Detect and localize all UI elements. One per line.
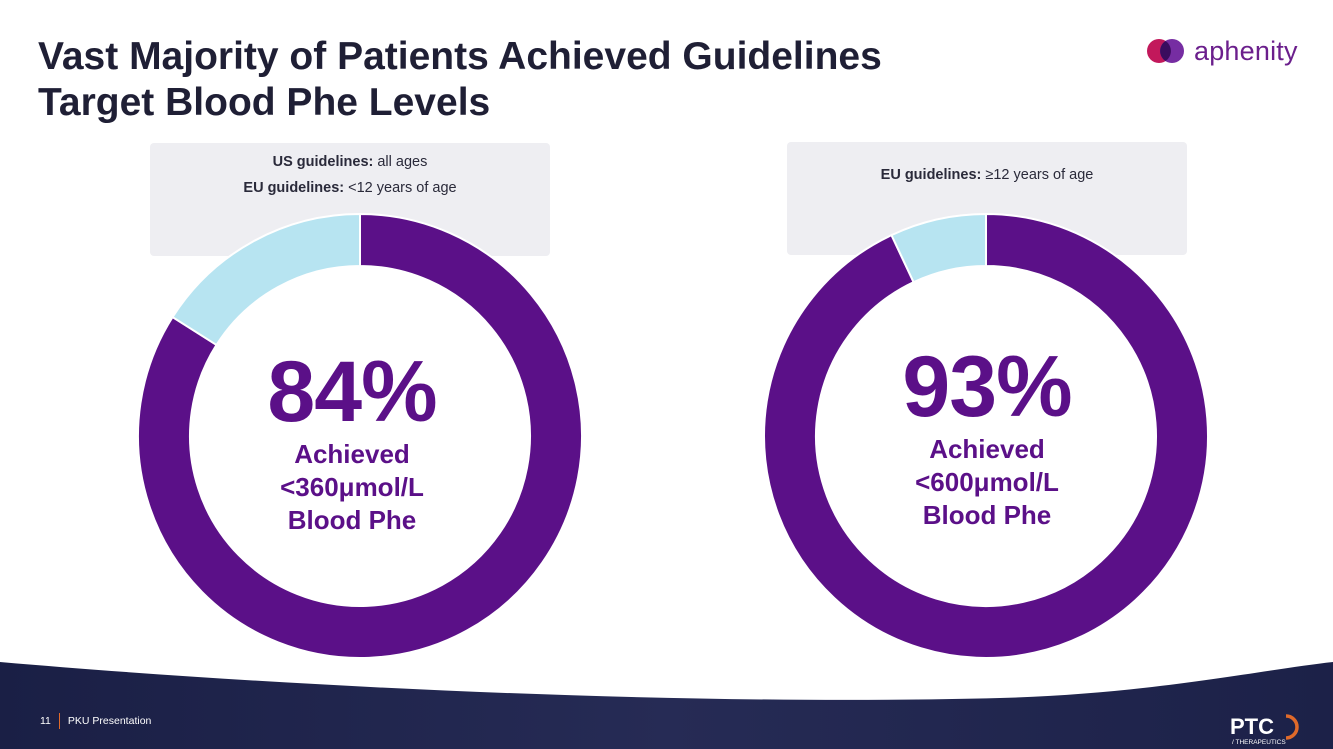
- guideline-label: US guidelines:: [272, 154, 374, 170]
- center-caption: Achieved <600μmol/L Blood Phe: [915, 434, 1059, 530]
- slide-title: Vast Majority of Patients Achieved Guide…: [38, 34, 1038, 126]
- guideline-line: EU guidelines: ≥12 years of age: [787, 162, 1187, 188]
- center-percentage: 93%: [902, 339, 1072, 435]
- guideline-value: all ages: [373, 154, 428, 170]
- guidelines-box-left: US guidelines: all ages EU guidelines: <…: [150, 143, 550, 256]
- center-caption: Achieved <360μmol/L Blood Phe: [280, 439, 424, 535]
- slide-title-line-2: Target Blood Phe Levels: [38, 81, 491, 124]
- donut-slice-remainder: [171, 212, 361, 347]
- page-number: 11: [40, 715, 51, 727]
- aphenity-logo: aphenity: [1146, 33, 1298, 69]
- ptc-therapeutics-logo: PTC / THERAPEUTICS: [1230, 714, 1299, 746]
- guideline-value: <12 years of age: [344, 180, 457, 196]
- guideline-label: EU guidelines:: [880, 167, 982, 183]
- footer-info: 11 PKU Presentation: [40, 713, 151, 729]
- brand-name: aphenity: [1194, 35, 1298, 66]
- donut-center-label-right: 93% Achieved <600μmol/L Blood Phe: [845, 341, 1129, 532]
- guideline-line: EU guidelines: <12 years of age: [150, 175, 550, 201]
- aphenity-logo-icon: [1147, 39, 1184, 63]
- slide-title-line-1: Vast Majority of Patients Achieved Guide…: [38, 35, 882, 78]
- guideline-value: ≥12 years of age: [981, 167, 1094, 183]
- ptc-logo-sub: / THERAPEUTICS: [1232, 739, 1286, 746]
- guideline-label: EU guidelines:: [243, 180, 345, 196]
- ptc-logo-main: PTC: [1230, 714, 1274, 739]
- ptc-arc-icon: [1285, 714, 1299, 740]
- donut-slice-achieved: [137, 212, 583, 659]
- footer-caption: PKU Presentation: [67, 715, 152, 727]
- guideline-line: US guidelines: all ages: [150, 149, 550, 175]
- donut-slice-achieved: [763, 212, 1209, 659]
- center-percentage: 84%: [267, 344, 437, 440]
- donut-chart-right: [763, 212, 1209, 659]
- footer-divider: [58, 713, 60, 729]
- donut-chart-left: [137, 212, 583, 659]
- donut-center-label-left: 84% Achieved <360μmol/L Blood Phe: [210, 346, 494, 537]
- donut-slice-remainder: [890, 212, 987, 284]
